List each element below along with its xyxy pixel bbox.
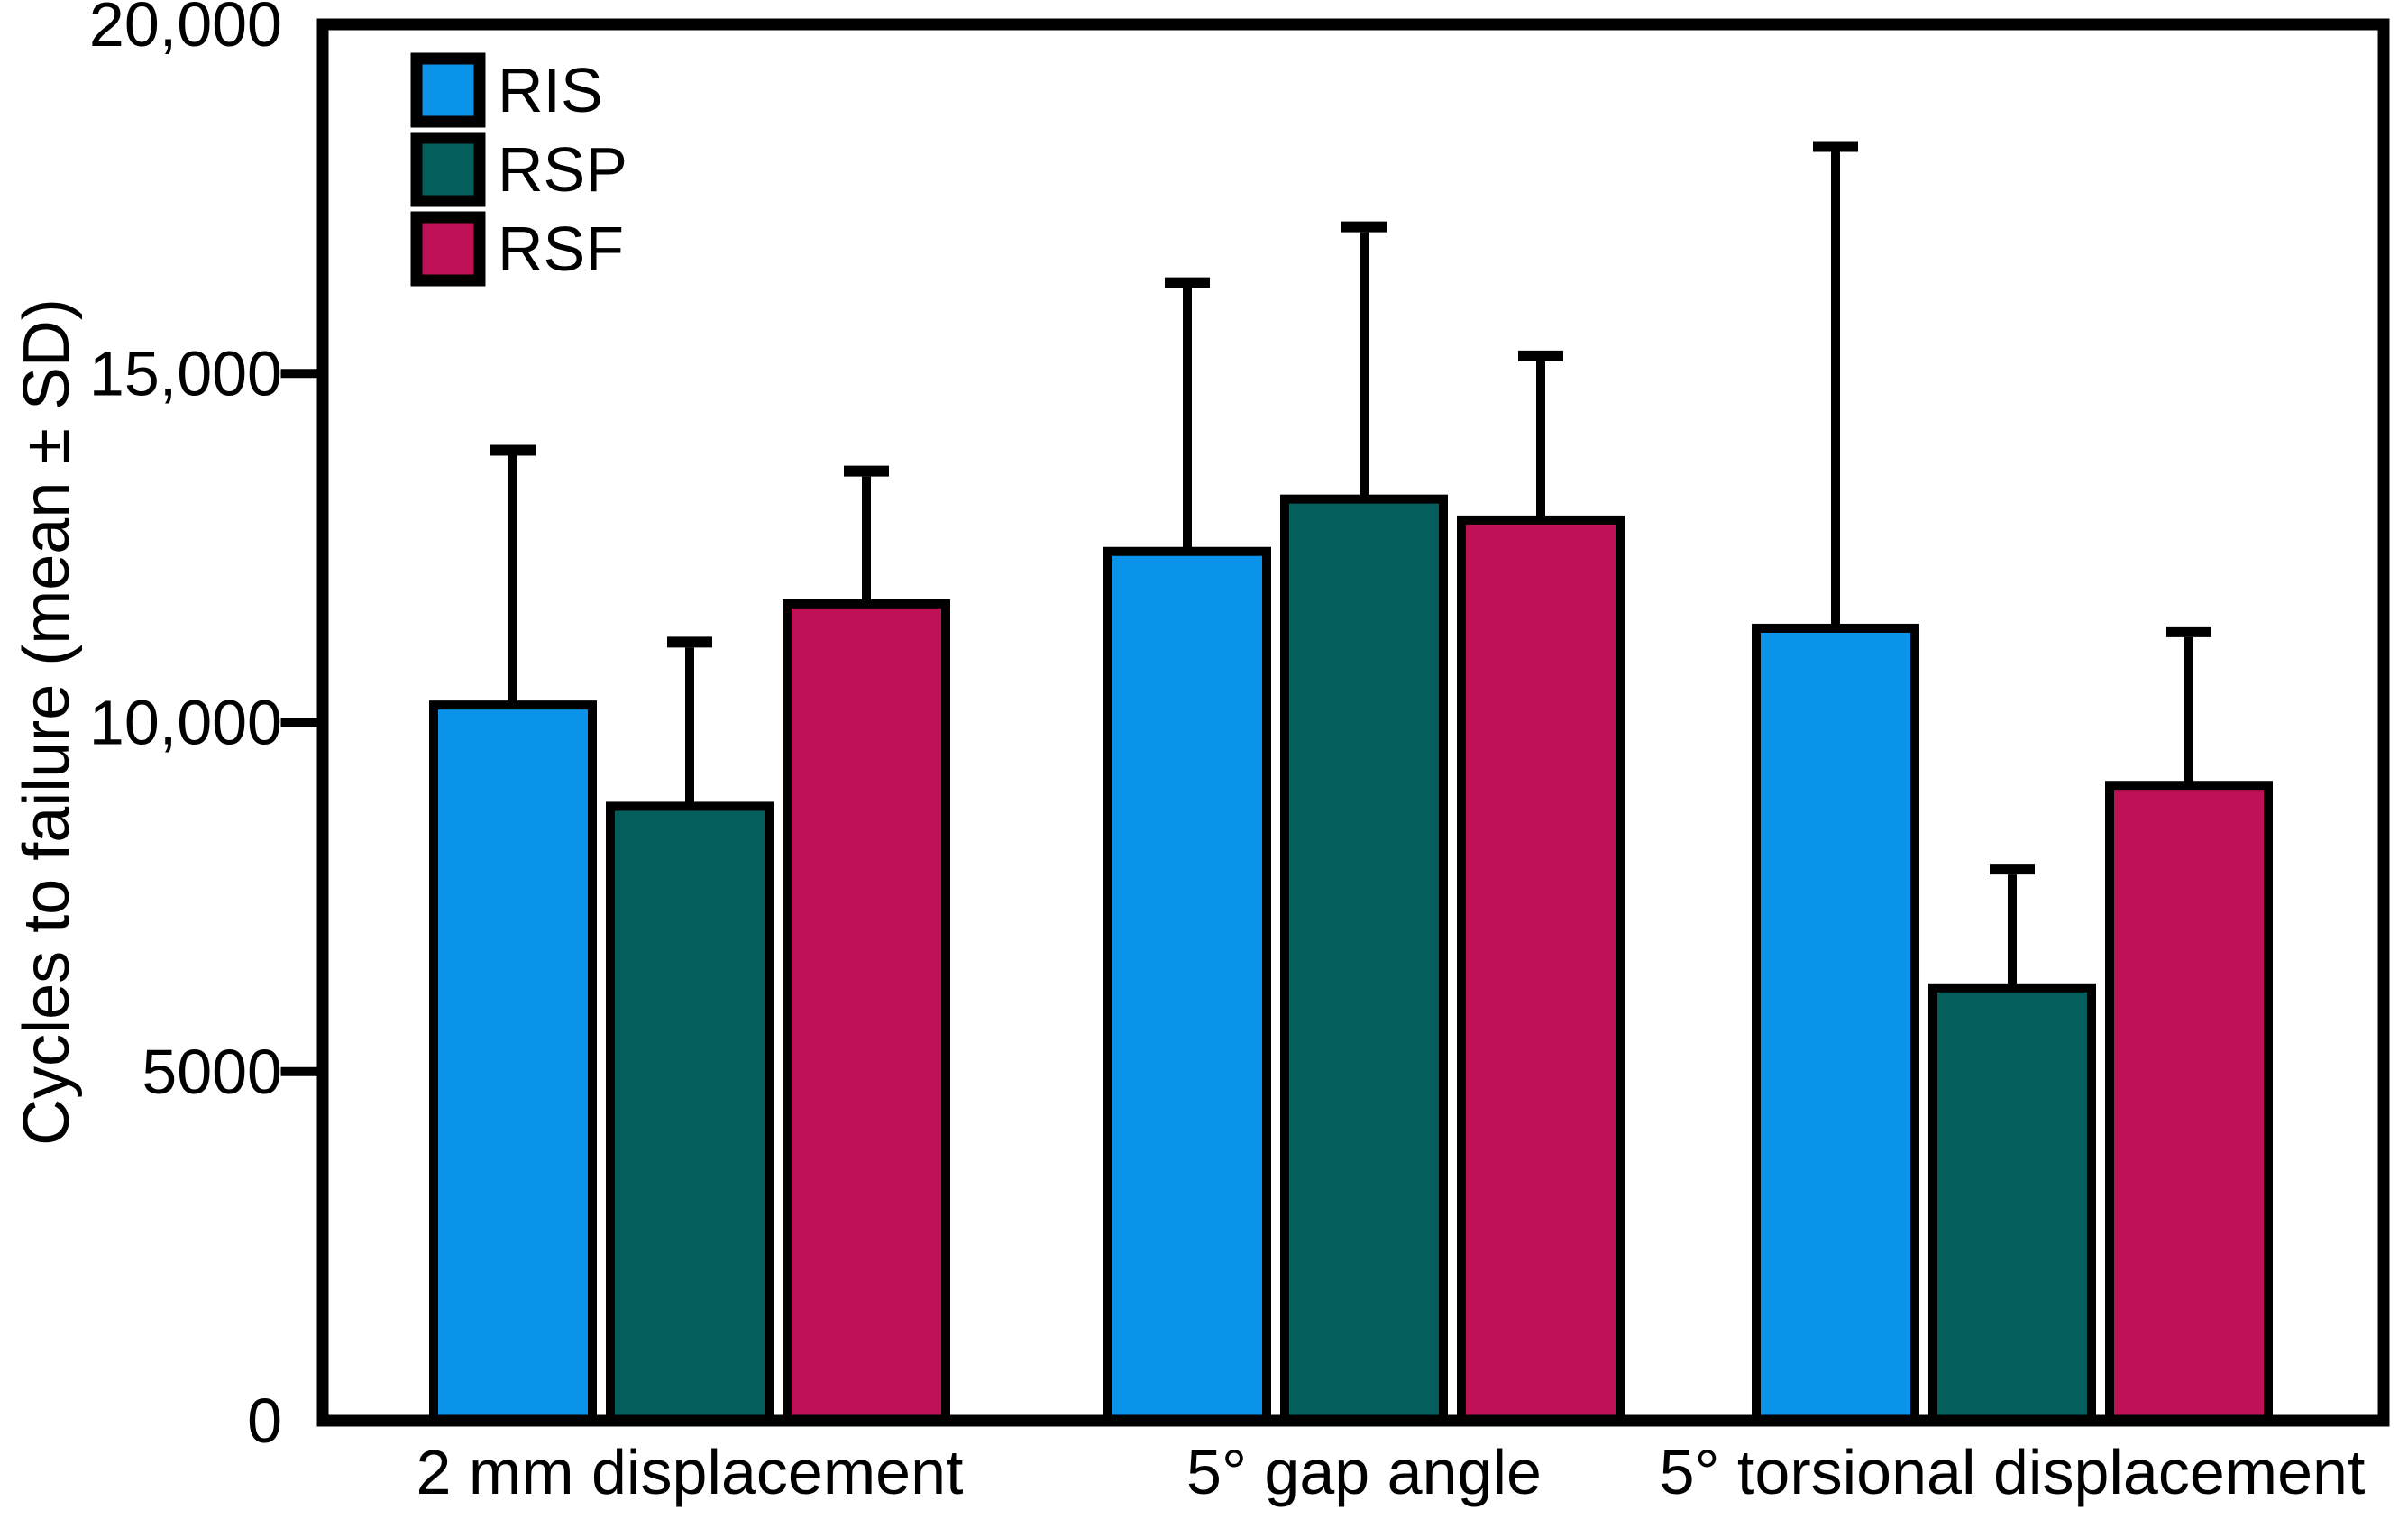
legend-label-RSF: RSF [498, 214, 624, 284]
y-axis-label: Cycles to failure (mean ± SD) [11, 298, 83, 1146]
y-tick-label-0: 0 [247, 1386, 282, 1456]
bar-RSF-5-torsional-displacement [2105, 781, 2273, 1425]
bar-RSF-5-gap-angle [1457, 515, 1625, 1425]
bar-RSP-5-torsional-displacement [1928, 983, 2096, 1426]
y-tick-label-10000: 10,000 [89, 688, 282, 758]
x-category-label-5-gap-angle: 5° gap angle [1186, 1437, 1542, 1507]
bar-RIS-5-gap-angle [1103, 546, 1271, 1425]
legend-label-RSP: RSP [498, 134, 627, 205]
plot-frame [316, 18, 2390, 1427]
y-tick-label-15000: 15,000 [89, 338, 282, 408]
bar-RSP-5-gap-angle [1280, 494, 1448, 1425]
x-category-label-5-torsional-displacement: 5° torsional displacement [1660, 1437, 2366, 1507]
legend-swatch-RSP [410, 132, 486, 207]
bar-RIS-2-mm-displacement [429, 700, 597, 1425]
y-tick-label-5000: 5000 [142, 1037, 282, 1107]
y-tick-label-20000: 20,000 [89, 0, 282, 59]
bar-RSP-2-mm-displacement [606, 801, 774, 1425]
legend-swatch-RSF [410, 211, 486, 287]
legend-label-RIS: RIS [498, 55, 603, 125]
bar-RIS-5-torsional-displacement [1752, 623, 1919, 1425]
legend-swatch-RIS [410, 52, 486, 128]
bar-RSF-2-mm-displacement [783, 599, 950, 1425]
x-category-label-2-mm-displacement: 2 mm displacement [417, 1437, 964, 1507]
